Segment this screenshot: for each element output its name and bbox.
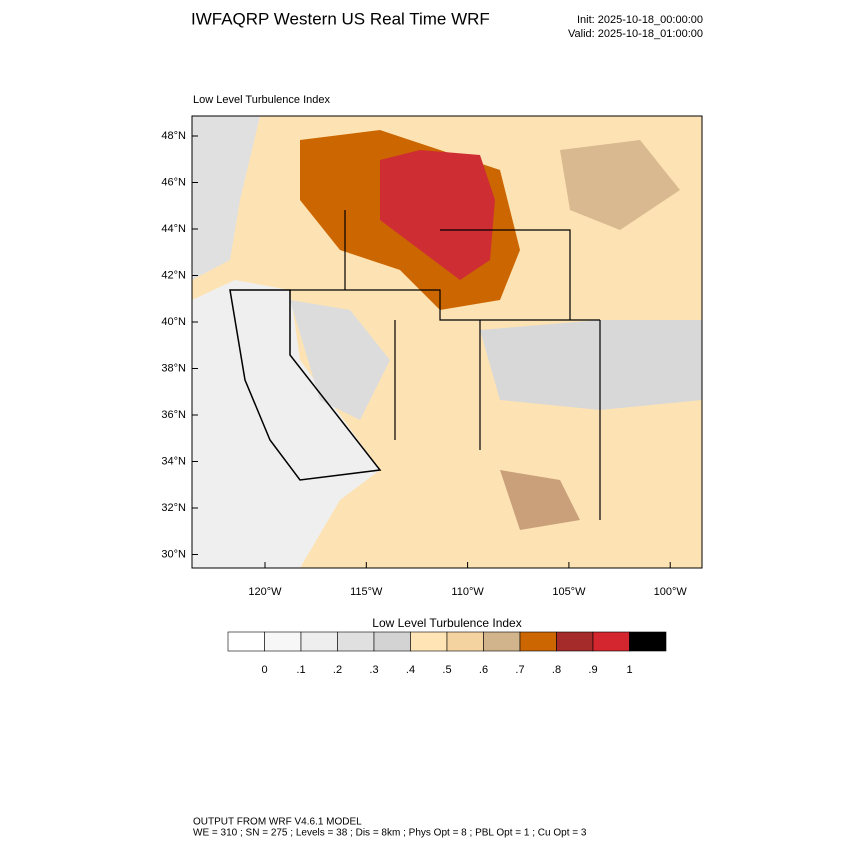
lat-label: 42°N bbox=[161, 269, 186, 281]
map-field bbox=[192, 116, 702, 568]
colorbar: 0 .1 .2 .3 .4 .5 .6 .7 .8 .9 1 bbox=[227, 631, 667, 676]
lon-label: 120°W bbox=[248, 586, 282, 598]
colorbar-box bbox=[446, 631, 484, 652]
lat-label: 46°N bbox=[161, 176, 186, 188]
colorbar-label: .1 bbox=[296, 664, 305, 676]
footer-line2: WE = 310 ; SN = 275 ; Levels = 38 ; Dis … bbox=[193, 828, 587, 839]
footer-line1: OUTPUT FROM WRF V4.6.1 MODEL bbox=[193, 817, 362, 828]
lon-label: 115°W bbox=[350, 586, 383, 598]
colorbar-box bbox=[592, 631, 630, 652]
california-border bbox=[229, 289, 382, 481]
map-frame bbox=[191, 115, 703, 569]
init-time: Init: 2025-10-18_00:00:00 bbox=[577, 14, 703, 26]
lat-label: 48°N bbox=[161, 130, 186, 142]
colorbar-box bbox=[264, 631, 302, 652]
colorbar-box bbox=[337, 631, 375, 652]
lat-label: 44°N bbox=[161, 223, 186, 235]
colorbar-label: .7 bbox=[515, 664, 524, 676]
map-axes: 48°N 46°N 44°N 42°N 40°N 38°N 36°N 34°N 32°N 30°N… bbox=[161, 130, 687, 598]
colorbar-label: .8 bbox=[552, 664, 561, 676]
colorbar-box bbox=[227, 631, 265, 652]
lat-label: 40°N bbox=[161, 316, 186, 328]
state-borders bbox=[290, 210, 601, 520]
colorbar-label: 1 bbox=[626, 664, 632, 676]
red-area bbox=[380, 150, 495, 280]
colorbar-box bbox=[519, 631, 557, 652]
colorbar-label: .6 bbox=[479, 664, 488, 676]
tan-area bbox=[560, 140, 680, 230]
colorbar-label: 0 bbox=[261, 664, 267, 676]
colorbar-label: .3 bbox=[369, 664, 378, 676]
lon-label: 105°W bbox=[552, 586, 586, 598]
lat-label: 38°N bbox=[161, 362, 186, 374]
colorbar-box bbox=[410, 631, 448, 652]
map-subtitle: Low Level Turbulence Index bbox=[193, 94, 330, 106]
ocean-low bbox=[192, 280, 380, 568]
lat-label: 36°N bbox=[161, 409, 186, 421]
colorbar-box bbox=[556, 631, 594, 652]
plains-gray bbox=[480, 320, 702, 410]
colorbar-box bbox=[483, 631, 521, 652]
colorbar-label: .2 bbox=[333, 664, 342, 676]
title: IWFAQRP Western US Real Time WRF bbox=[191, 9, 490, 28]
lon-label: 110°W bbox=[451, 586, 484, 598]
colorbar-box bbox=[373, 631, 411, 652]
nm-tan bbox=[500, 470, 580, 530]
colorbar-box bbox=[629, 631, 667, 652]
valid-time: Valid: 2025-10-18_01:00:00 bbox=[568, 28, 703, 40]
lat-label: 32°N bbox=[161, 502, 186, 514]
lat-label: 34°N bbox=[161, 455, 186, 467]
colorbar-label: .9 bbox=[588, 664, 597, 676]
colorbar-title: Low Level Turbulence Index bbox=[372, 616, 521, 630]
basin-gray bbox=[290, 300, 390, 420]
lat-label: 30°N bbox=[161, 548, 186, 560]
colorbar-label: .5 bbox=[442, 664, 451, 676]
coast-gray bbox=[192, 116, 260, 280]
colorbar-label: .4 bbox=[406, 664, 415, 676]
colorbar-box bbox=[300, 631, 338, 652]
lon-label: 100°W bbox=[654, 586, 688, 598]
